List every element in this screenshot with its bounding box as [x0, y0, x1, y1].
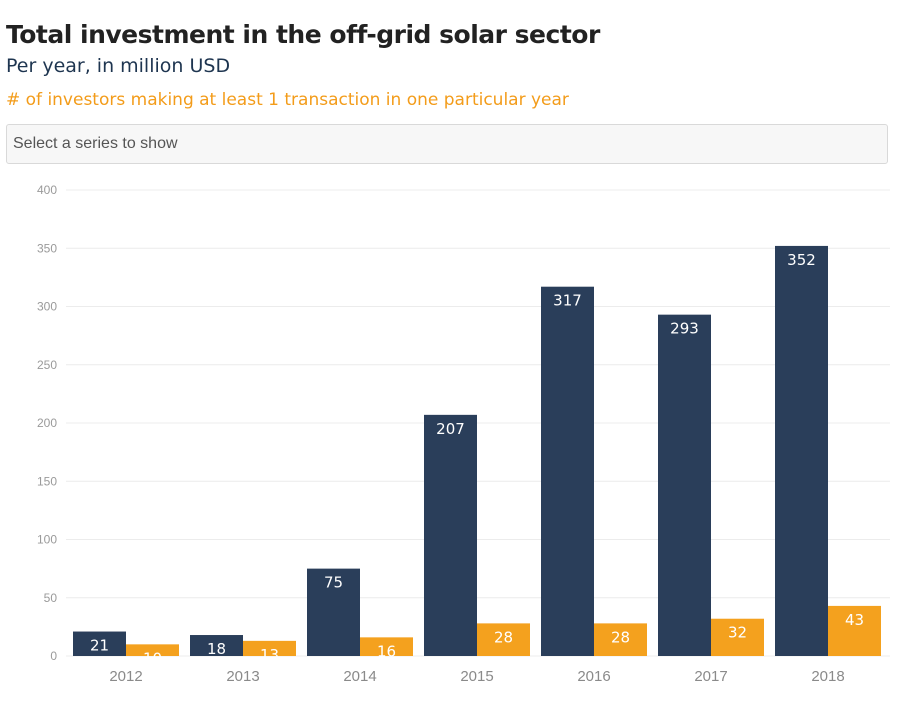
y-tick-label: 200: [37, 416, 57, 430]
bar-investment: [658, 314, 711, 656]
data-label-investors: 32: [728, 624, 747, 642]
bar-investment: [190, 635, 243, 656]
data-label-investment: 21: [90, 637, 109, 655]
bar-investors: [594, 623, 647, 656]
data-label-investment: 207: [436, 420, 465, 438]
bars: [73, 245, 881, 657]
data-label-investors: 13: [260, 646, 279, 664]
data-label-investment: 293: [670, 320, 699, 338]
chart-title: Total investment in the off-grid solar s…: [6, 20, 600, 49]
series-legend-investors: # of investors making at least 1 transac…: [6, 90, 569, 110]
data-labels: 21 10 18 13 75 16 207 28 317 28 293 32 352 43: [90, 251, 864, 667]
bar-investors: [126, 644, 179, 656]
x-tick-label: 2012: [109, 668, 142, 685]
x-tick-label: 2015: [460, 668, 493, 685]
data-label-investors: 28: [611, 628, 630, 646]
x-axis: 2012 2013 2014 2015 2016 2017 2018: [109, 668, 844, 685]
y-tick-label: 300: [37, 300, 57, 314]
bar-investment: [775, 245, 828, 657]
data-label-investors: 43: [845, 611, 864, 629]
y-tick-label: 350: [37, 241, 57, 255]
y-tick-label: 150: [37, 474, 57, 488]
bar-investors: [360, 637, 413, 656]
x-tick-label: 2014: [343, 668, 376, 685]
bar-investment: [541, 286, 594, 656]
data-label-investors: 10: [143, 649, 162, 667]
bar-chart: 0 50 100 150 200 250 300 350 400 21 10 18 13 75 16 207…: [37, 183, 890, 685]
data-label-investment: 75: [324, 574, 343, 592]
y-tick-label: 400: [37, 183, 57, 197]
chart-subtitle: Per year, in million USD: [6, 55, 231, 77]
series-select[interactable]: [6, 124, 888, 164]
y-tick-label: 0: [50, 649, 57, 663]
x-tick-label: 2013: [226, 668, 259, 685]
data-label-investment: 18: [207, 640, 226, 658]
data-label-investors: 16: [377, 642, 396, 660]
x-tick-label: 2017: [694, 668, 727, 685]
y-tick-label: 250: [37, 358, 57, 372]
y-axis: 0 50 100 150 200 250 300 350 400: [37, 183, 57, 663]
bar-investors: [711, 618, 764, 656]
bar-investment: [424, 414, 477, 656]
bar-investors: [828, 605, 881, 656]
x-tick-label: 2018: [811, 668, 844, 685]
series-search-input[interactable]: [7, 125, 183, 163]
data-label-investment: 317: [553, 292, 582, 310]
y-tick-label: 50: [44, 591, 58, 605]
data-label-investors: 28: [494, 628, 513, 646]
x-tick-label: 2016: [577, 668, 610, 685]
data-label-investment: 352: [787, 251, 816, 269]
bar-investment: [307, 568, 360, 656]
bar-investors: [477, 623, 530, 656]
bar-investors: [243, 640, 296, 656]
grid-lines: [66, 189, 890, 657]
y-tick-label: 100: [37, 533, 57, 547]
bar-investment: [73, 631, 126, 656]
